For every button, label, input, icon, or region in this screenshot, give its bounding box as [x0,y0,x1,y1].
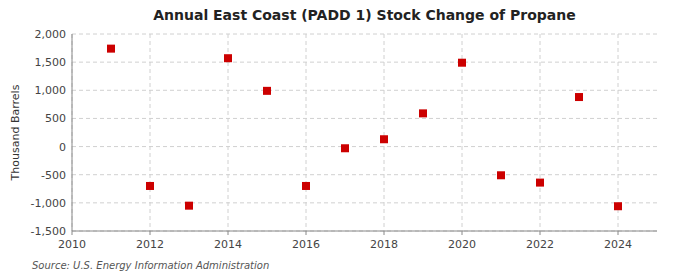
grid-line-x [384,34,385,231]
grid-line-x [150,34,151,231]
point [380,135,388,143]
grid-line-y [72,34,657,35]
source-note: Source: U.S. Energy Information Administ… [32,260,269,271]
title: Annual East Coast (PADD 1) Stock Change … [153,7,576,23]
point [419,109,427,117]
point [263,87,271,95]
y-tick-label: 500 [45,112,66,125]
grid-line-y [72,202,657,203]
x-tick [618,231,619,235]
x-tick [462,231,463,235]
x-tick [384,231,385,235]
axes: -1,500 -1,000 -500 0 500 1,000 1,500 2,000 2010 2… [31,28,657,251]
point [458,59,466,67]
point [497,171,505,179]
x-tick-label: 2014 [214,238,242,251]
y-axis-label: Thousand Barrels [9,84,22,181]
x-tick-label: 2016 [292,238,320,251]
point [575,93,583,101]
x-tick [540,231,541,235]
x-tick [150,231,151,235]
x-tick-label: 2022 [526,238,554,251]
grid-line-x [228,34,229,231]
grid-line-y [72,146,657,147]
x-tick-label: 2020 [448,238,476,251]
y-tick-label: -1,000 [31,197,66,210]
point [302,182,310,190]
grid-line-y [72,62,657,63]
x-tick [72,231,73,235]
point [146,182,154,190]
x-tick [228,231,229,235]
grid-line-y [72,118,657,119]
grid-line-x [618,34,619,231]
x-tick [306,231,307,235]
y-tick-label: -1,500 [31,225,66,238]
point [185,202,193,210]
grid-line-y [72,231,657,232]
y-tick-label: 0 [59,141,66,154]
x-tick-label: 2012 [136,238,164,251]
point [536,179,544,187]
grid-line-x [306,34,307,231]
x-tick-label: 2010 [58,238,86,251]
point [107,45,115,53]
y-tick-label: 2,000 [35,28,67,41]
y-tick-label: -500 [41,169,66,182]
point [614,202,622,210]
x-axis-line [72,231,657,232]
grid-line-y [72,90,657,91]
x-tick-label: 2024 [604,238,632,251]
grid [72,34,657,231]
points [107,45,622,211]
y-tick-label: 1,500 [35,56,67,69]
point [224,54,232,62]
chart: Annual East Coast (PADD 1) Stock Change … [0,0,675,275]
grid-line-x [72,34,73,231]
point [341,144,349,152]
x-tick-label: 2018 [370,238,398,251]
y-axis-line [72,34,73,231]
y-tick-label: 1,000 [35,84,67,97]
grid-line-y [72,174,657,175]
grid-line-x [540,34,541,231]
